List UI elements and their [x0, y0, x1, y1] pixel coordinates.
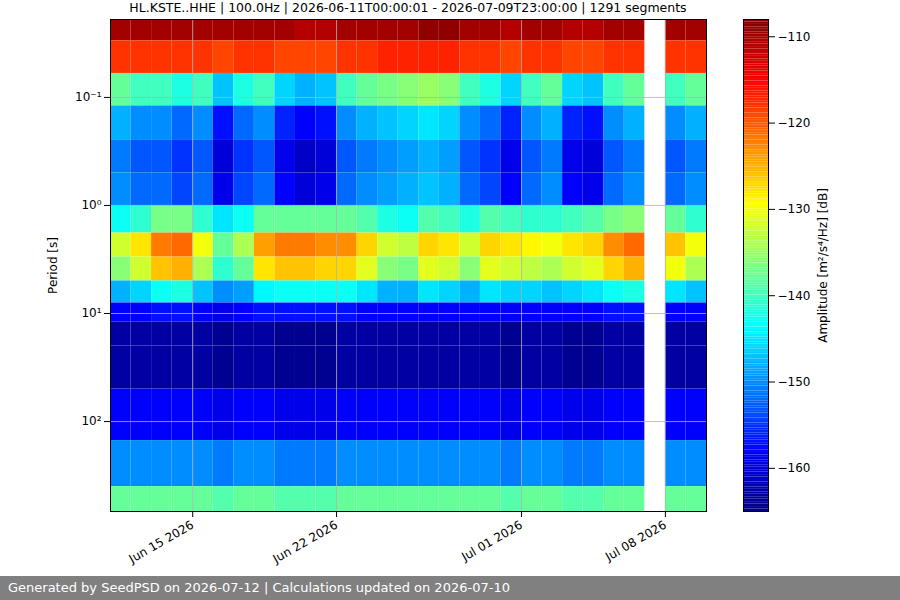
svg-text:Jun 22 2026: Jun 22 2026 [270, 518, 340, 567]
svg-text:−110: −110 [778, 30, 811, 44]
html-text:HL.KSTE..HHE | 100.0Hz | 2026-: HL.KSTE..HHE | 100.0Hz | 2026-06-11T00:0… [129, 0, 687, 15]
svg-text:Jun 15 2026: Jun 15 2026 [126, 518, 196, 567]
svg-text:−120: −120 [778, 116, 811, 130]
svg-text:−130: −130 [778, 202, 811, 216]
svg-text:Jul 01 2026: Jul 01 2026 [458, 518, 525, 565]
svg-text:−160: −160 [778, 461, 811, 475]
svg-text:Period [s]: Period [s] [46, 237, 60, 294]
svg-text:10²: 10² [81, 414, 101, 428]
svg-text:Amplitude [m²/s⁴/Hz] [dB]: Amplitude [m²/s⁴/Hz] [dB] [816, 188, 830, 343]
svg-text:10⁻¹: 10⁻¹ [75, 90, 102, 104]
svg-text:Jul 08 2026: Jul 08 2026 [602, 518, 669, 565]
svg-text:10¹: 10¹ [81, 306, 101, 320]
svg-text:10⁰: 10⁰ [81, 198, 101, 212]
svg-text:−150: −150 [778, 375, 811, 389]
svg-text:−140: −140 [778, 289, 811, 303]
html-text:Generated by SeedPSD on 2026-0: Generated by SeedPSD on 2026-07-12 | Cal… [8, 580, 510, 595]
